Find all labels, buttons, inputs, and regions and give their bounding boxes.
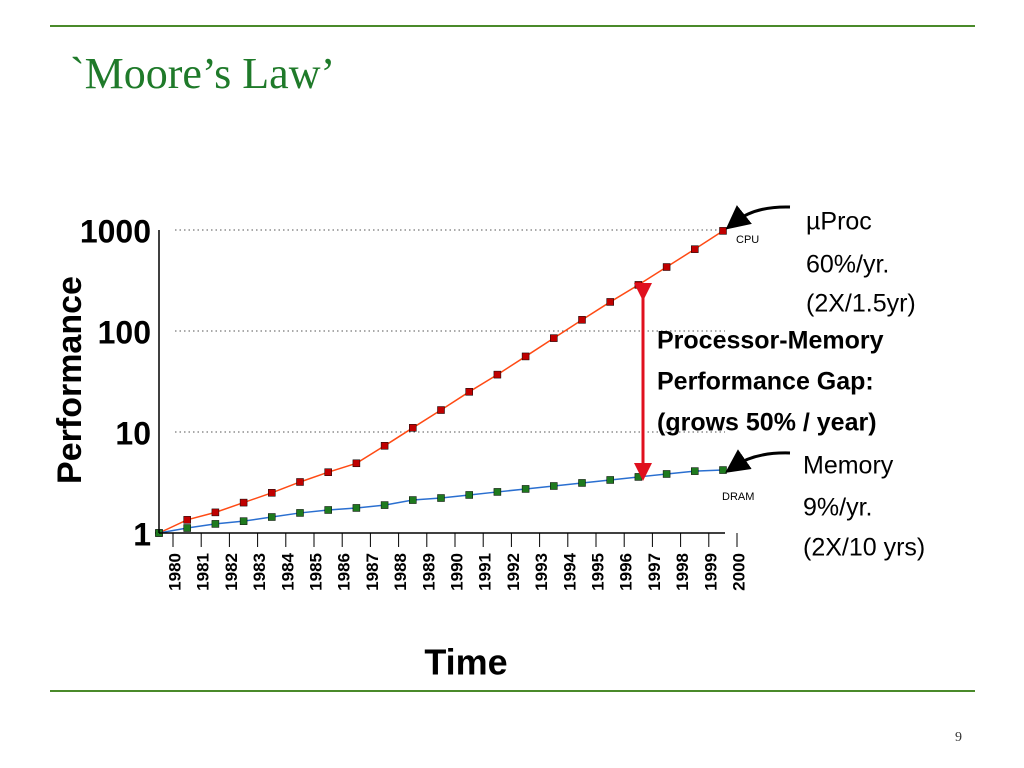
x-tick-label: 1996	[617, 553, 636, 591]
callout-arrow	[725, 449, 791, 473]
data-point	[183, 516, 191, 524]
data-point	[662, 470, 671, 478]
x-tick-label: 1998	[673, 553, 692, 591]
data-point	[296, 509, 304, 517]
data-point	[606, 298, 614, 306]
data-point	[352, 504, 361, 512]
x-tick-label: 1990	[447, 553, 466, 591]
series-label: CPU	[736, 234, 759, 246]
data-point	[691, 467, 699, 475]
x-tick-label: 1995	[588, 553, 607, 591]
slide-title: `Moore’s Law’	[70, 49, 335, 98]
x-tick-label: 1987	[363, 553, 382, 591]
data-point	[465, 388, 473, 396]
data-point	[662, 263, 671, 271]
data-point	[719, 227, 727, 235]
data-point	[634, 281, 643, 289]
data-point	[380, 442, 389, 450]
data-point	[578, 479, 586, 487]
y-tick-label: 1000	[80, 213, 151, 249]
data-point	[521, 352, 530, 361]
x-axis-label: Time	[424, 642, 507, 683]
data-point	[691, 245, 699, 253]
data-point	[578, 316, 586, 324]
page-number: 9	[955, 730, 962, 745]
data-point	[719, 466, 727, 474]
x-tick-label: 1984	[278, 552, 297, 590]
annotation: (2X/10 yrs)	[803, 534, 925, 562]
x-tick-label: 1991	[476, 553, 495, 591]
data-point	[437, 494, 445, 502]
data-point	[211, 508, 220, 517]
data-point	[268, 489, 276, 497]
y-tick-label: 1	[133, 516, 151, 552]
data-point	[409, 424, 417, 432]
y-axis-label: Performance	[51, 276, 89, 484]
data-point	[521, 485, 530, 493]
x-tick-label: 1986	[335, 553, 354, 591]
x-tick-label: 1992	[504, 553, 523, 591]
data-point	[634, 473, 643, 481]
y-tick-label: 100	[98, 314, 151, 350]
annotation: (2X/1.5yr)	[806, 290, 916, 318]
data-point	[606, 476, 614, 484]
annotation: Memory	[803, 452, 894, 480]
data-point	[324, 468, 332, 476]
x-tick-label: 2000	[729, 553, 748, 591]
x-tick-label: 1982	[222, 553, 241, 591]
data-point	[268, 513, 276, 521]
data-point	[550, 334, 558, 342]
series-label: DRAM	[722, 491, 754, 503]
data-point	[239, 517, 248, 525]
callout-arrow	[725, 205, 791, 230]
x-tick-label: 1985	[306, 553, 325, 591]
x-tick-label: 1999	[701, 553, 720, 591]
data-point	[493, 370, 502, 379]
x-tick-label: 1988	[391, 553, 410, 591]
data-point	[465, 491, 473, 499]
data-point	[239, 498, 248, 507]
data-point	[352, 459, 361, 468]
annotation: (grows 50% / year)	[657, 409, 877, 437]
plot: 1 10 100 1000 1980 1981 1982 1983 1984 1985 1986 19…	[80, 213, 749, 590]
x-tick-label: 1997	[645, 553, 664, 591]
x-tick-label: 1994	[560, 552, 579, 590]
annotation: µProc	[806, 208, 872, 236]
x-tick-label: 1993	[532, 553, 551, 591]
data-point	[409, 496, 417, 504]
x-tick-label: 1981	[194, 553, 213, 591]
annotation: Performance Gap:	[657, 368, 874, 396]
x-tick-label: 1983	[250, 553, 269, 591]
data-point	[183, 524, 191, 532]
x-tick-label: 1980	[165, 553, 184, 591]
data-point	[296, 478, 304, 486]
annotation: Processor-Memory	[657, 327, 884, 355]
data-point	[324, 506, 332, 514]
series-line	[158, 230, 724, 534]
x-tick-label: 1989	[419, 553, 438, 591]
data-point	[550, 482, 558, 490]
y-tick-label: 10	[115, 415, 151, 451]
annotation: 60%/yr.	[806, 251, 889, 279]
data-point	[493, 488, 502, 496]
data-point	[211, 520, 220, 528]
data-point	[437, 406, 445, 414]
data-point	[380, 501, 389, 509]
annotation: 9%/yr.	[803, 494, 872, 522]
